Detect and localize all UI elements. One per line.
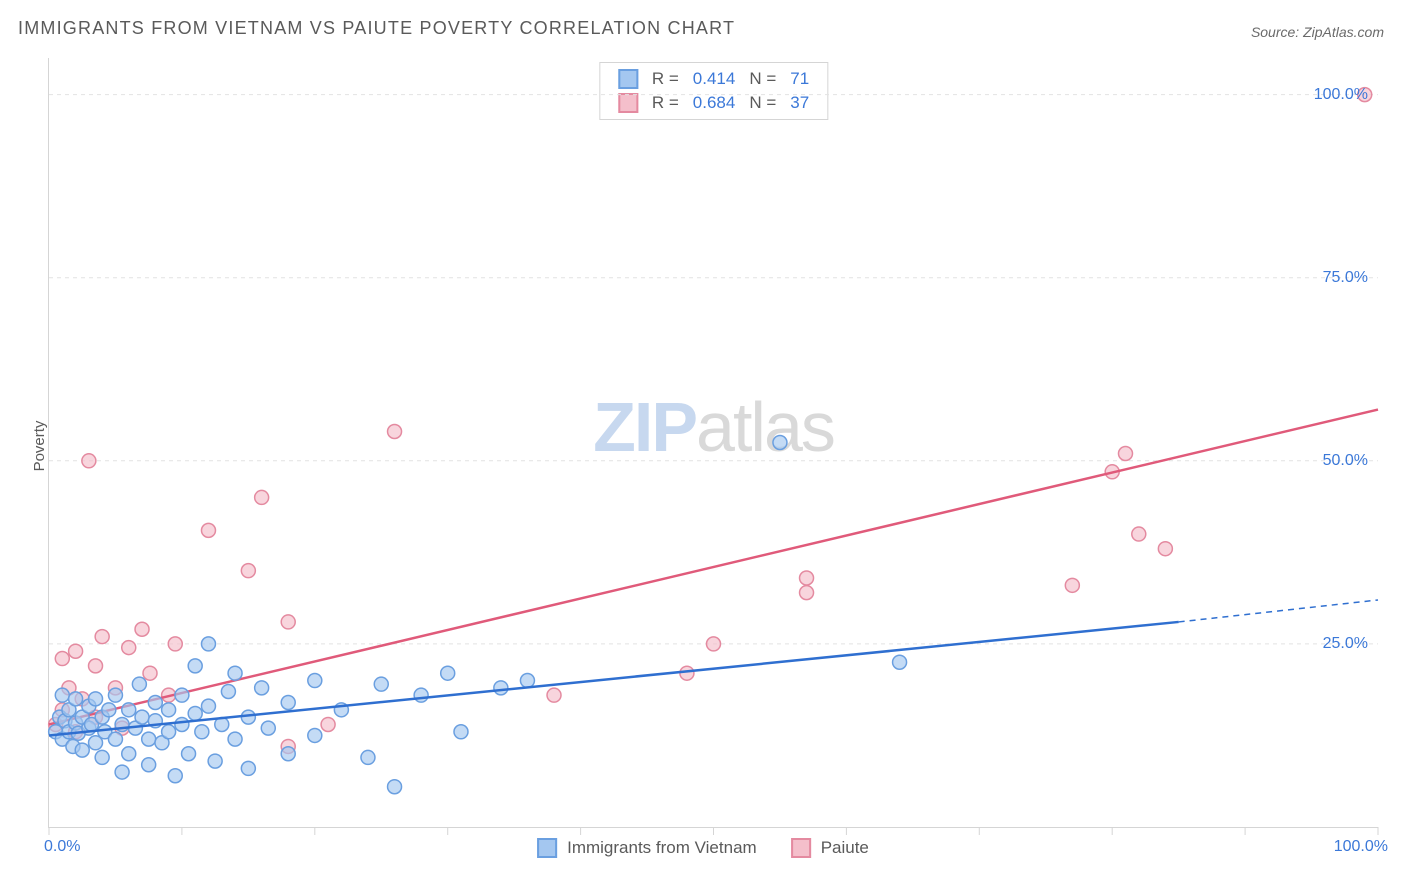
chart-title: IMMIGRANTS FROM VIETNAM VS PAIUTE POVERT… (18, 18, 735, 39)
y-axis-label: Poverty (31, 421, 48, 472)
correlation-chart: IMMIGRANTS FROM VIETNAM VS PAIUTE POVERT… (0, 0, 1406, 892)
y-tick-label: 50.0% (1323, 452, 1368, 470)
y-tick-label: 75.0% (1323, 269, 1368, 287)
legend-item-paiute: Paiute (791, 838, 869, 858)
scatter-svg (49, 58, 1378, 827)
y-tick-label: 25.0% (1323, 635, 1368, 653)
y-tick-label: 100.0% (1314, 86, 1368, 104)
source-attribution: Source: ZipAtlas.com (1251, 24, 1384, 40)
legend-item-vietnam: Immigrants from Vietnam (537, 838, 757, 858)
x-tick-0: 0.0% (44, 838, 80, 856)
swatch-vietnam-icon (537, 838, 557, 858)
plot-area: ZIPatlas R = 0.414 N = 71 R = 0.684 N = … (48, 58, 1378, 828)
swatch-paiute-icon (791, 838, 811, 858)
x-tick-100: 100.0% (1334, 838, 1388, 856)
series-legend: Immigrants from Vietnam Paiute (537, 838, 869, 858)
